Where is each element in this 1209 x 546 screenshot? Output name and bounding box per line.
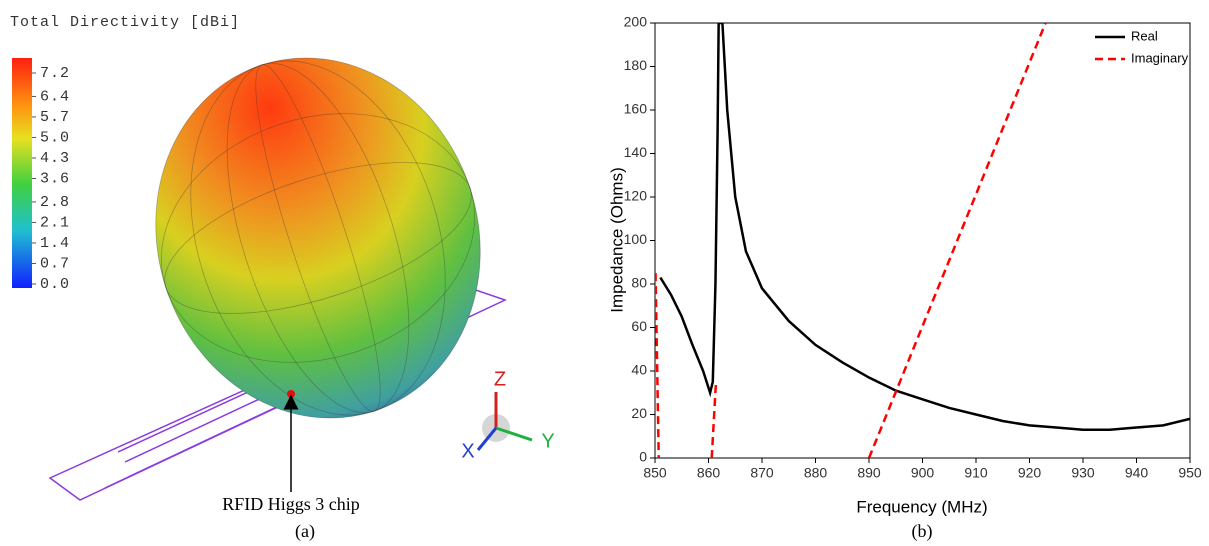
y-axis-label: Impedance (Ohms) xyxy=(607,167,626,313)
colorbar-tick-label: 7.2 xyxy=(40,65,70,82)
annotation: RFID Higgs 3 chip xyxy=(222,494,360,514)
caption: (b) xyxy=(912,521,933,542)
y-tick-label: 0 xyxy=(639,449,647,465)
colorbar-tick-label: 0.7 xyxy=(40,255,70,272)
colorbar-tick-label: 0.0 xyxy=(40,276,70,293)
colorbar-tick-label: 5.7 xyxy=(40,109,70,126)
colorbar xyxy=(12,58,32,288)
colorbar-tick-label: 1.4 xyxy=(40,235,70,252)
y-tick-label: 40 xyxy=(631,362,647,378)
y-tick-label: 120 xyxy=(624,188,648,204)
y-tick-label: 160 xyxy=(624,101,648,117)
x-tick-label: 950 xyxy=(1178,465,1202,481)
colorbar-tick-label: 3.6 xyxy=(40,170,70,187)
colorbar-tick-label: 5.0 xyxy=(40,129,70,146)
axis-triad xyxy=(476,392,533,451)
legend-label: Imaginary xyxy=(1131,50,1189,65)
radiation-pattern xyxy=(155,57,481,419)
y-tick-label: 100 xyxy=(624,231,648,247)
x-tick-label: 860 xyxy=(697,465,721,481)
chip-marker xyxy=(287,390,295,398)
x-tick-label: 890 xyxy=(857,465,881,481)
plot-frame xyxy=(654,22,1191,459)
x-axis-label: Frequency (MHz) xyxy=(856,497,987,516)
colorbar-tick-label: 2.8 xyxy=(40,194,70,211)
colorbar-tick-label: 4.3 xyxy=(40,150,70,167)
x-tick-label: 870 xyxy=(750,465,774,481)
colorbar-tick-label: 2.1 xyxy=(40,214,70,231)
x-tick-label: 910 xyxy=(964,465,988,481)
y-tick-label: 200 xyxy=(624,14,648,30)
axis-label-y: Y xyxy=(541,430,554,452)
legend-label: Real xyxy=(1131,28,1158,43)
x-tick-label: 920 xyxy=(1018,465,1042,481)
plot-area xyxy=(655,23,1190,458)
x-tick-label: 930 xyxy=(1071,465,1095,481)
y-tick-label: 60 xyxy=(631,318,647,334)
axis-label-z: Z xyxy=(494,368,506,390)
series-line xyxy=(659,23,1190,431)
y-tick-label: 20 xyxy=(631,405,647,421)
series-line xyxy=(655,23,1047,458)
mesh xyxy=(155,57,481,419)
x-tick-label: 940 xyxy=(1125,465,1149,481)
colorbar-tick-label: 6.4 xyxy=(40,88,70,105)
x-tick-label: 880 xyxy=(804,465,828,481)
colorbar-title: Total Directivity [dBi] xyxy=(10,14,240,31)
y-tick-label: 80 xyxy=(631,275,647,291)
y-tick-label: 140 xyxy=(624,144,648,160)
y-tick-label: 180 xyxy=(624,57,648,73)
x-tick-label: 850 xyxy=(643,465,667,481)
axis-label-x: X xyxy=(461,440,474,462)
caption: (a) xyxy=(295,521,315,542)
x-tick-label: 900 xyxy=(911,465,935,481)
